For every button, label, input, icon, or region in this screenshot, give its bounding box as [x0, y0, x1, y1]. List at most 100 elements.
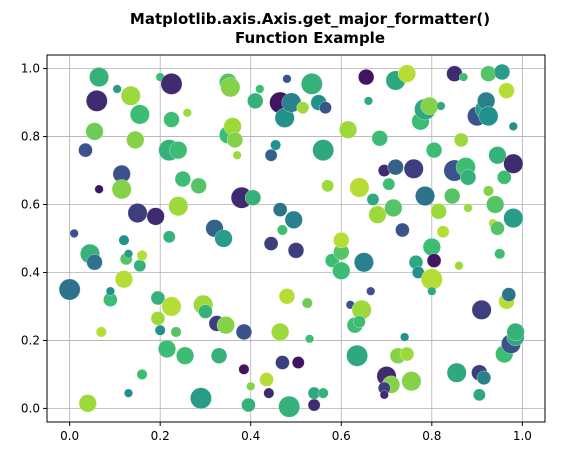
scatter-point [136, 250, 148, 261]
scatter-point [94, 184, 104, 194]
x-tick-label: 0.8 [422, 429, 441, 443]
scatter-point [415, 186, 435, 206]
scatter-point [476, 370, 492, 385]
scatter-point [126, 131, 145, 149]
scatter-point [422, 238, 441, 256]
scatter-point [127, 203, 148, 223]
scatter-point [490, 221, 505, 236]
y-tick-label: 0.0 [21, 401, 40, 415]
scatter-point [363, 96, 373, 106]
scatter-point [182, 108, 192, 118]
scatter-points [58, 63, 525, 418]
scatter-point [124, 249, 133, 259]
scatter-point [238, 363, 250, 375]
scatter-point [354, 252, 374, 273]
scatter-point [426, 142, 443, 159]
scatter-point [198, 304, 213, 319]
scatter-point [271, 322, 290, 341]
scatter-point [421, 268, 443, 291]
y-tick-label: 0.6 [21, 198, 40, 212]
scatter-point [275, 355, 290, 370]
scatter-point [480, 65, 497, 82]
scatter-point [397, 64, 416, 83]
scatter-point [270, 139, 281, 151]
scatter-point [235, 323, 252, 340]
y-axis-ticks: 0.0 0.2 0.4 0.6 0.8 1.0 [21, 62, 47, 415]
scatter-point [169, 141, 188, 160]
scatter-point [493, 63, 511, 81]
scatter-point [158, 339, 176, 358]
plot-area-frame [46, 54, 546, 423]
scatter-point [473, 388, 486, 402]
scatter-point [301, 73, 323, 95]
scatter-point [278, 395, 300, 418]
scatter-point [150, 311, 166, 326]
scatter-point [115, 270, 133, 289]
scatter-point [210, 347, 228, 364]
x-tick-label: 1.0 [513, 429, 532, 443]
scatter-point [214, 229, 233, 248]
x-tick-label: 0.0 [60, 429, 79, 443]
scatter-point [366, 193, 380, 206]
scatter-point [339, 120, 358, 139]
scatter-point [273, 202, 288, 217]
scatter-point [263, 236, 279, 251]
scatter-point [282, 74, 292, 84]
scatter-point [129, 104, 150, 125]
scatter-point [232, 150, 242, 160]
scatter-point [296, 101, 310, 114]
scatter-point [317, 387, 329, 399]
scatter-point [112, 84, 122, 94]
scatter-point [471, 300, 492, 320]
scatter-point [176, 346, 195, 365]
x-axis-ticks: 0.0 0.2 0.4 0.6 0.8 1.0 [60, 422, 532, 443]
scatter-point [319, 101, 332, 114]
scatter-point [346, 344, 368, 367]
scatter-point [494, 248, 506, 260]
scatter-point [162, 230, 176, 244]
scatter-point [216, 316, 235, 335]
scatter-point [321, 179, 334, 193]
scatter-point [358, 69, 375, 86]
scatter-point [349, 177, 370, 198]
scatter-point [400, 332, 410, 342]
scatter-point [382, 177, 396, 191]
scatter-point [89, 67, 109, 87]
scatter-point [399, 346, 415, 362]
x-tick-label: 0.2 [151, 429, 170, 443]
scatter-point [287, 242, 305, 259]
scatter-point [244, 189, 262, 206]
scatter-point [371, 130, 388, 147]
scatter-point [333, 232, 350, 249]
scatter-point [255, 84, 265, 94]
scatter-point [85, 122, 104, 141]
scatter-point [78, 142, 93, 158]
scatter-point [379, 390, 389, 400]
scatter-point [430, 203, 447, 220]
scatter-point [69, 228, 79, 238]
scatter-point [368, 205, 387, 224]
scatter-point [120, 85, 141, 106]
scatter-point [403, 158, 424, 179]
scatter-point [301, 297, 313, 309]
scatter-point [190, 387, 212, 409]
scatter-point [508, 121, 518, 131]
scatter-point [395, 222, 410, 238]
y-tick-label: 0.4 [21, 265, 40, 279]
scatter-point [284, 210, 303, 229]
scatter-point [168, 196, 189, 217]
scatter-point [86, 90, 108, 112]
scatter-point [264, 148, 278, 162]
scatter-point [488, 146, 507, 165]
chart-title-line-2: Function Example [235, 29, 385, 47]
scatter-point [78, 394, 97, 413]
scatter-point [277, 224, 288, 236]
chart-title-line-1: Matplotlib.axis.Axis.get_major_formatter… [130, 10, 490, 28]
scatter-point [498, 82, 515, 99]
scatter-point [501, 287, 516, 302]
scatter-point [426, 253, 442, 268]
scatter-point [454, 261, 464, 271]
scatter-point [174, 170, 191, 188]
scatter-point [463, 203, 473, 213]
